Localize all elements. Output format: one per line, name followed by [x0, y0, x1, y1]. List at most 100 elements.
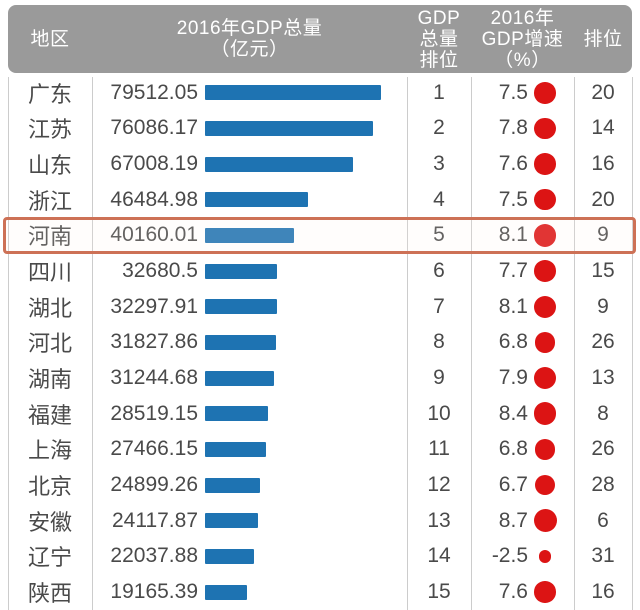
- region-name: 湖南: [27, 367, 72, 393]
- header-growth: 2016年 GDP增速 （%）: [481, 7, 564, 71]
- table-row: 北京 24899.26 12 6.7 28: [8, 467, 632, 503]
- header-growth-rank: 排位: [583, 28, 623, 50]
- gdp-cell: 28519.15: [92, 402, 407, 426]
- region-name: 北京: [27, 474, 72, 500]
- region-name: 上海: [27, 438, 72, 464]
- gdp-value: 28519.15: [110, 401, 198, 425]
- gdp-value: 79512.05: [110, 80, 198, 104]
- growth-dot-wrap: [528, 189, 562, 211]
- gdp-rank: 12: [427, 473, 451, 497]
- growth-dot-wrap: [528, 474, 562, 496]
- region-name: 浙江: [27, 188, 72, 214]
- gdp-cell: 27466.15: [92, 437, 407, 461]
- growth-dot: [534, 474, 556, 496]
- growth-rank: 15: [591, 259, 615, 283]
- table-row: 陕西 19165.39 15 7.6 16: [8, 574, 632, 610]
- gdp-value: 32297.91: [110, 294, 198, 318]
- growth-dot-wrap: [528, 402, 562, 426]
- growth-rank: 26: [591, 437, 615, 461]
- gdp-value: 40160.01: [110, 223, 198, 247]
- table-row: 山东 67008.19 3 7.6 16: [8, 146, 632, 182]
- growth-value: 6.7: [498, 473, 528, 497]
- gdp-rank: 7: [433, 294, 445, 318]
- gdp-cell: 22037.88: [92, 544, 407, 568]
- gdp-bar: [205, 156, 354, 172]
- growth-cell: 7.6: [471, 580, 574, 604]
- growth-dot-wrap: [528, 295, 562, 318]
- growth-dot-wrap: [528, 581, 562, 603]
- gdp-rank: 5: [433, 223, 445, 247]
- gdp-rank: 6: [433, 259, 445, 283]
- column-divider: [92, 77, 93, 610]
- growth-dot-wrap: [528, 82, 562, 104]
- gdp-rank: 1: [433, 80, 445, 104]
- growth-dot: [534, 82, 556, 104]
- table-row: 河北 31827.86 8 6.8 26: [8, 325, 632, 361]
- growth-cell: 7.5: [471, 81, 574, 105]
- growth-rank: 6: [597, 508, 609, 532]
- growth-cell: 8.4: [471, 402, 574, 426]
- growth-value: 7.8: [498, 116, 528, 140]
- growth-dot: [533, 224, 557, 247]
- gdp-cell: 46484.98: [92, 188, 407, 212]
- region-name: 湖北: [27, 295, 72, 321]
- gdp-cell: 19165.39: [92, 580, 407, 604]
- growth-value: 7.9: [498, 366, 528, 390]
- growth-dot: [534, 367, 556, 390]
- growth-value: 8.4: [498, 401, 528, 425]
- gdp-rank: 14: [427, 544, 451, 568]
- growth-dot-wrap: [528, 224, 562, 247]
- table-row: 湖南 31244.68 9 7.9 13: [8, 360, 632, 396]
- header-gdp-total: 2016年GDP总量 （亿元）: [176, 18, 323, 60]
- growth-cell: 7.7: [471, 259, 574, 283]
- gdp-value: 19165.39: [110, 580, 198, 604]
- column-divider: [632, 77, 633, 610]
- region-name: 河北: [27, 331, 72, 357]
- gdp-rank: 4: [433, 187, 445, 211]
- growth-value: 8.7: [498, 508, 528, 532]
- table-row: 浙江 46484.98 4 7.5 20: [8, 182, 632, 218]
- gdp-value: 31244.68: [110, 366, 198, 390]
- growth-dot-wrap: [528, 550, 562, 563]
- growth-cell: 6.7: [471, 473, 574, 497]
- gdp-cell: 32680.5: [92, 259, 407, 283]
- table-row: 福建 28519.15 10 8.4 8: [8, 396, 632, 432]
- gdp-rank: 10: [427, 401, 451, 425]
- growth-cell: 8.1: [471, 223, 574, 247]
- growth-value: 8.1: [498, 223, 528, 247]
- growth-dot: [533, 509, 557, 533]
- growth-cell: 7.8: [471, 116, 574, 140]
- growth-cell: 8.7: [471, 509, 574, 533]
- region-name: 四川: [27, 260, 72, 286]
- gdp-bar: [205, 477, 261, 493]
- growth-rank: 20: [591, 80, 615, 104]
- header-gdp-rank: GDP 总量 排位: [417, 7, 461, 71]
- growth-rank: 9: [597, 294, 609, 318]
- growth-dot: [534, 153, 556, 175]
- gdp-cell: 76086.17: [92, 116, 407, 140]
- gdp-value: 76086.17: [110, 116, 198, 140]
- table-row: 四川 32680.5 6 7.7 15: [8, 253, 632, 289]
- region-name: 河南: [27, 224, 72, 250]
- growth-value: 7.7: [498, 259, 528, 283]
- gdp-rank: 13: [427, 508, 451, 532]
- table-row: 上海 27466.15 11 6.8 26: [8, 432, 632, 468]
- growth-dot-wrap: [528, 509, 562, 533]
- growth-dot-wrap: [528, 153, 562, 175]
- gdp-cell: 79512.05: [92, 81, 407, 105]
- table-row: 广东 79512.05 1 7.5 20: [8, 75, 632, 111]
- gdp-value: 31827.86: [110, 330, 198, 354]
- growth-value: 6.8: [498, 437, 528, 461]
- table-body: 广东 79512.05 1 7.5 20 江苏 76086.17 2 7.8 1…: [0, 75, 640, 610]
- growth-rank: 16: [591, 580, 615, 604]
- growth-cell: 8.1: [471, 295, 574, 319]
- table-row: 湖北 32297.91 7 8.1 9: [8, 289, 632, 325]
- table-row: 江苏 76086.17 2 7.8 14: [8, 111, 632, 147]
- gdp-bar: [205, 370, 275, 386]
- growth-value: 8.1: [498, 294, 528, 318]
- region-name: 辽宁: [27, 545, 72, 571]
- growth-rank: 16: [591, 152, 615, 176]
- growth-cell: 7.5: [471, 188, 574, 212]
- column-divider: [471, 77, 472, 610]
